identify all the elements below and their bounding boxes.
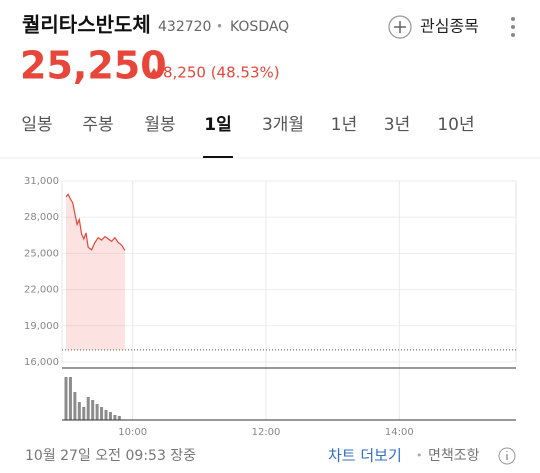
x-tick-label: 14:00 (385, 427, 414, 438)
tab[interactable]: 1년 (331, 115, 357, 135)
volume-bar (117, 416, 121, 420)
volume-bar (113, 415, 117, 420)
volume-bar (100, 407, 104, 420)
more-chart-link[interactable]: 차트 더보기 (328, 447, 402, 465)
stock-name: 퀄리타스반도체 (22, 13, 151, 37)
volume-bar (73, 392, 77, 420)
plot-frame (61, 180, 517, 363)
y-tick-label: 22,000 (24, 285, 59, 296)
volume-bar (68, 377, 72, 420)
tab[interactable]: 일봉 (21, 115, 52, 135)
more-menu[interactable] (511, 17, 515, 37)
dot (511, 25, 515, 29)
y-tick-label: 31,000 (24, 176, 59, 187)
dot (511, 17, 515, 21)
tab[interactable]: 3개월 (262, 115, 304, 135)
volume-bar (91, 400, 95, 420)
tab-bar: 일봉 주봉 월봉 1일 3개월 1년 3년 10년 (21, 115, 475, 158)
x-tick-label: 12:00 (252, 427, 281, 438)
watch-button[interactable]: 관심종목 (388, 15, 479, 39)
watch-label: 관심종목 (420, 17, 479, 36)
dot (511, 33, 515, 37)
y-tick-label: 28,000 (24, 212, 59, 223)
tab[interactable]: 3년 (384, 115, 410, 135)
market: KOSDAQ (230, 19, 289, 35)
price-change: 8,250 (48.53%) (163, 64, 280, 82)
volume-bar (82, 407, 86, 420)
info-circle (498, 447, 516, 465)
separator: • (216, 20, 223, 34)
volume-bar (108, 412, 112, 420)
y-tick-label: 25,000 (24, 248, 59, 259)
x-tick-label: 10:00 (118, 427, 147, 438)
current-price: 25,250 (20, 44, 167, 88)
separator: • (416, 449, 423, 462)
tab[interactable]: 월봉 (144, 115, 175, 135)
y-tick-label: 19,000 (24, 321, 59, 332)
volume-bar (86, 397, 90, 420)
price-area (66, 194, 125, 350)
up-arrow (149, 68, 159, 76)
tab[interactable]: 1일 (204, 115, 231, 135)
chart: 31,000 28,000 25,000 22,000 19,000 16,000 10:0… (24, 176, 517, 438)
volume-bar (64, 377, 68, 420)
tab[interactable]: 주봉 (82, 115, 113, 135)
timestamp: 10월 27일 오전 09:53 장중 (25, 448, 196, 464)
plus-icon (388, 15, 412, 39)
volume-bar (104, 410, 108, 420)
price-line (65, 193, 126, 251)
stock-code: 432720 (158, 19, 211, 35)
volume-bar (77, 402, 81, 420)
disclaimer-link[interactable]: 면책조항 (428, 448, 480, 464)
info-icon[interactable] (498, 447, 516, 465)
plus-sign (394, 21, 406, 33)
y-tick-label: 16,000 (24, 357, 59, 368)
volume-bar (95, 404, 99, 420)
tab[interactable]: 10년 (437, 115, 474, 135)
